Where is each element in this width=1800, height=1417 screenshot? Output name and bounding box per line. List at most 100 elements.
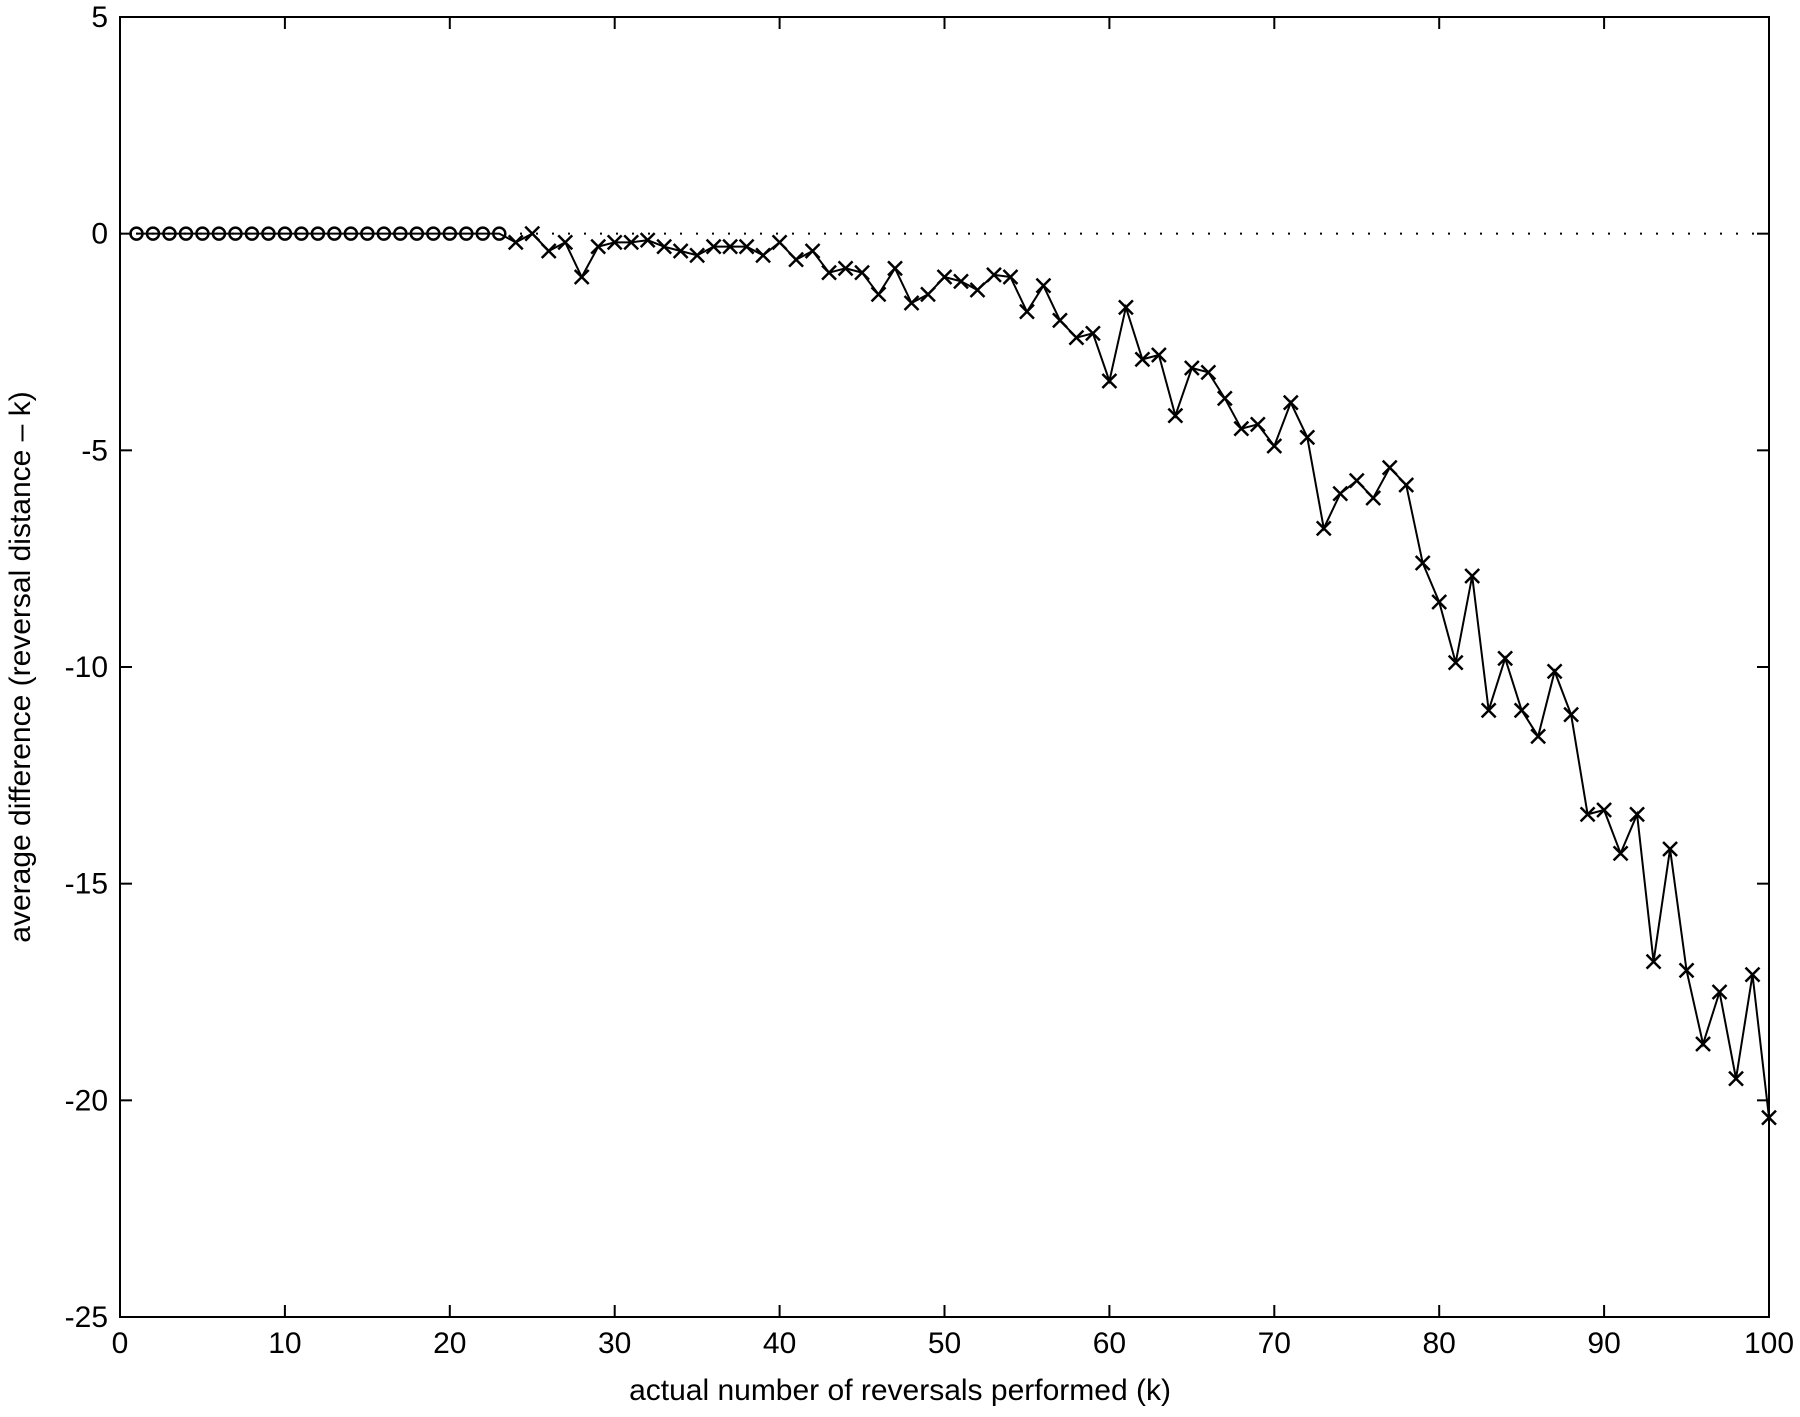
cross-marker — [986, 266, 1002, 283]
cross-marker — [1068, 329, 1085, 346]
cross-marker — [1167, 407, 1184, 424]
y-tick-label: -20 — [65, 1084, 108, 1117]
y-tick-label: 0 — [91, 218, 108, 251]
cross-marker — [1002, 269, 1019, 285]
cross-marker — [1332, 485, 1349, 502]
cross-marker — [1629, 806, 1645, 823]
cross-marker — [1101, 373, 1118, 389]
x-tick-label: 60 — [1093, 1327, 1126, 1360]
cross-marker — [1728, 1070, 1744, 1087]
cross-marker — [1530, 728, 1547, 745]
cross-marker — [854, 264, 870, 281]
cross-marker — [821, 264, 837, 281]
circle-marker — [277, 226, 293, 241]
cross-marker — [920, 286, 936, 303]
circle-marker — [360, 226, 375, 241]
cross-marker — [1183, 360, 1200, 376]
cross-marker — [1431, 594, 1448, 610]
circle-marker — [459, 226, 474, 241]
circle-marker — [211, 226, 227, 241]
cross-marker — [837, 260, 854, 277]
circle-marker — [442, 226, 458, 241]
cross-marker — [623, 234, 640, 251]
circle-marker — [426, 226, 441, 241]
cross-marker — [887, 260, 903, 277]
circle-marker — [178, 226, 194, 241]
circle-marker — [228, 226, 243, 241]
cross-marker — [936, 269, 953, 285]
y-tick-label: -25 — [65, 1301, 108, 1334]
cross-marker — [1118, 299, 1134, 316]
cross-marker — [1052, 312, 1068, 329]
x-tick-label: 0 — [112, 1327, 129, 1360]
cross-marker — [1035, 277, 1052, 294]
cross-marker — [524, 225, 541, 242]
cross-marker — [1612, 845, 1629, 862]
cross-marker — [1596, 802, 1612, 818]
cross-marker — [903, 295, 920, 311]
circle-marker — [343, 226, 359, 241]
circle-marker — [310, 226, 326, 241]
plot-frame — [119, 16, 1770, 1318]
cross-marker — [1134, 351, 1151, 368]
cross-marker — [1365, 490, 1382, 506]
y-tick-label: -15 — [65, 868, 108, 901]
cross-marker — [1282, 394, 1299, 411]
circle-marker — [129, 226, 144, 241]
cross-marker — [557, 234, 574, 251]
cross-marker — [689, 247, 706, 264]
cross-marker — [1299, 429, 1316, 446]
cross-marker — [1348, 472, 1365, 489]
cross-marker — [870, 286, 887, 303]
x-tick-label: 40 — [763, 1327, 796, 1360]
cross-marker — [1513, 702, 1530, 719]
circle-marker — [409, 226, 425, 241]
cross-marker — [507, 234, 524, 251]
cross-marker — [606, 234, 623, 251]
cross-marker — [1249, 416, 1266, 433]
cross-marker — [1711, 984, 1728, 1000]
cross-marker — [1150, 347, 1167, 363]
circle-marker — [492, 226, 507, 241]
cross-marker — [1216, 390, 1233, 407]
cross-marker — [1233, 420, 1250, 437]
circle-marker — [244, 226, 260, 241]
cross-marker — [969, 282, 986, 298]
cross-marker — [953, 273, 969, 290]
cross-marker — [722, 238, 739, 255]
cross-marker — [1398, 477, 1415, 493]
cross-marker — [1662, 841, 1678, 857]
cross-marker — [788, 251, 804, 268]
circle-marker — [475, 226, 491, 241]
cross-marker — [1085, 325, 1101, 342]
cross-marker — [1414, 555, 1431, 571]
circle-marker — [376, 226, 392, 241]
x-tick-label: 30 — [598, 1327, 631, 1360]
cross-marker — [1678, 962, 1695, 979]
cross-marker — [1497, 650, 1514, 667]
circle-marker — [162, 226, 177, 241]
cross-marker — [705, 238, 722, 255]
cross-marker — [1695, 1036, 1711, 1052]
cross-marker — [1447, 654, 1464, 671]
cross-marker — [590, 238, 607, 255]
circle-marker — [261, 226, 276, 241]
y-tick-label: -5 — [81, 434, 108, 467]
cross-marker — [1645, 953, 1662, 970]
cross-marker — [804, 243, 821, 259]
x-tick-label: 70 — [1258, 1327, 1291, 1360]
x-tick-label: 50 — [928, 1327, 961, 1360]
cross-marker — [1546, 663, 1563, 680]
cross-marker — [656, 238, 673, 255]
x-tick-label: 10 — [268, 1327, 301, 1360]
x-tick-label: 80 — [1423, 1327, 1456, 1360]
cross-marker — [1480, 702, 1497, 719]
circle-marker — [145, 226, 161, 241]
cross-marker — [771, 234, 788, 251]
cross-marker — [672, 243, 689, 259]
y-tick-label: -10 — [65, 651, 108, 684]
cross-marker — [1266, 438, 1283, 454]
cross-marker — [1563, 706, 1580, 723]
y-axis-label: average difference (reversal distance – … — [4, 391, 37, 942]
